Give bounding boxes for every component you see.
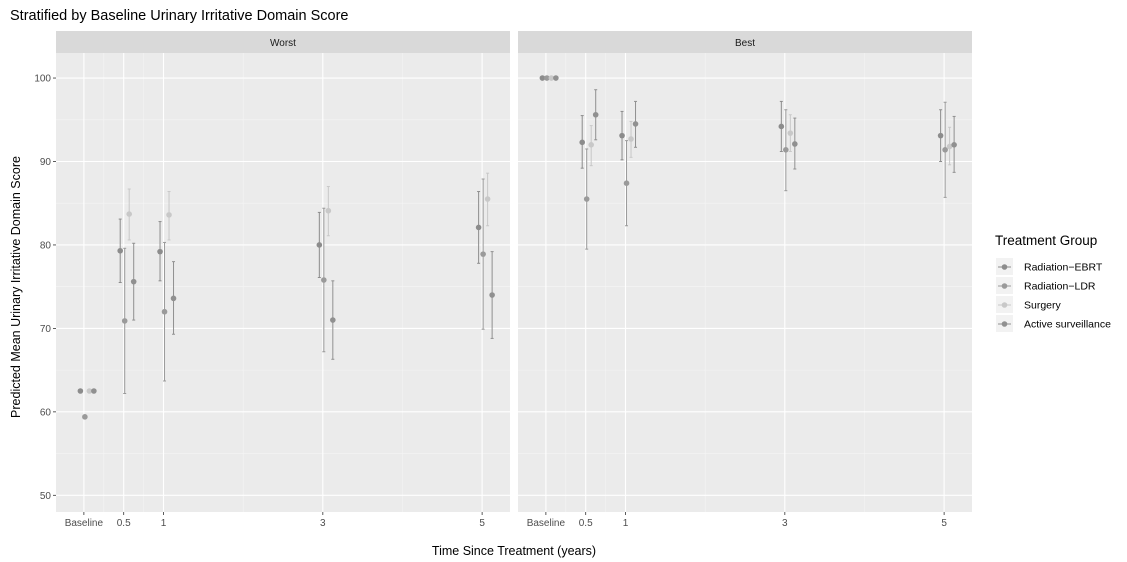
legend-label: Active surveillance <box>1024 319 1111 331</box>
data-point <box>628 136 634 142</box>
legend-key-point <box>1001 321 1008 327</box>
series-radiation-ebrt <box>539 75 944 169</box>
x-tick-label: 1 <box>161 518 167 529</box>
legend-key-point <box>1001 283 1008 289</box>
data-point <box>157 248 163 255</box>
data-point <box>117 247 124 254</box>
data-point <box>548 75 555 81</box>
series-active-surveillance <box>91 242 495 394</box>
data-point <box>588 142 595 148</box>
facet-strip <box>56 31 510 53</box>
legend-item: Surgery <box>996 296 1062 313</box>
y-tick-label: 90 <box>40 157 52 168</box>
panel-worst: Worst Baseline 0.5 1 3 5 50 60 70 80 90 100 <box>34 31 510 529</box>
data-point <box>126 211 133 217</box>
series-radiation-ebrt <box>77 191 482 394</box>
y-tick-label: 100 <box>34 74 51 85</box>
data-point <box>539 75 546 81</box>
data-point <box>77 388 84 394</box>
legend-title: Treatment Group <box>995 233 1097 248</box>
x-tick-label: 3 <box>782 518 788 529</box>
x-tick-label: 5 <box>941 518 947 529</box>
data-point <box>946 143 953 150</box>
data-point <box>130 278 137 285</box>
data-point <box>489 292 495 298</box>
data-point <box>579 139 586 146</box>
data-point <box>170 295 177 302</box>
legend-key-point <box>1001 302 1008 308</box>
y-tick-label: 60 <box>40 407 52 418</box>
data-point <box>82 414 88 420</box>
y-tick-label: 70 <box>40 324 52 335</box>
data-point <box>937 132 944 139</box>
x-tick-label: 3 <box>320 518 326 529</box>
data-point <box>783 147 789 153</box>
data-point <box>121 318 128 324</box>
data-point <box>619 132 625 139</box>
data-point <box>778 123 785 130</box>
data-point <box>86 388 93 394</box>
legend-key-point <box>1001 264 1008 270</box>
data-point <box>623 180 630 186</box>
x-tick-label: Baseline <box>65 518 104 529</box>
panel-background <box>518 53 972 512</box>
y-tick-label: 80 <box>40 240 52 251</box>
data-point <box>792 141 798 147</box>
legend-item: Active surveillance <box>996 315 1111 332</box>
data-point <box>91 388 97 394</box>
legend-label: Radiation−LDR <box>1024 281 1096 293</box>
data-point <box>583 196 590 202</box>
x-tick-label: Baseline <box>527 518 566 529</box>
facet-strip-label: Worst <box>270 38 296 49</box>
x-tick-label: 1 <box>623 518 629 529</box>
x-tick-label: 0.5 <box>579 518 593 529</box>
data-point <box>480 251 486 257</box>
legend-label: Surgery <box>1024 300 1062 312</box>
panel-best: Best Baseline 0.5 1 3 5 <box>518 31 972 529</box>
data-point <box>553 75 559 81</box>
facet-strip-label: Best <box>735 38 755 49</box>
legend-label: Radiation−EBRT <box>1024 262 1103 274</box>
x-tick-label: 5 <box>479 518 485 529</box>
data-point <box>321 277 327 283</box>
chart-title: Stratified by Baseline Urinary Irritativ… <box>10 8 348 24</box>
series-surgery <box>548 75 953 167</box>
series-active-surveillance <box>553 75 957 173</box>
data-point <box>330 317 336 323</box>
y-tick-label: 50 <box>40 491 52 502</box>
series-radiation-ldr <box>82 178 486 420</box>
data-point <box>787 130 794 136</box>
x-axis-label: Time Since Treatment (years) <box>432 544 596 558</box>
x-tick-label: 0.5 <box>117 518 131 529</box>
legend: Treatment Group Radiation−EBRT Radiation−… <box>995 233 1111 332</box>
data-point <box>942 147 948 153</box>
data-point <box>592 111 599 118</box>
data-point <box>544 75 550 81</box>
data-point <box>632 121 639 127</box>
data-point <box>951 142 957 148</box>
data-point <box>161 308 168 315</box>
facet-strip <box>518 31 972 53</box>
data-point <box>325 207 332 214</box>
series-radiation-ldr <box>544 75 948 250</box>
chart-panels: Worst Baseline 0.5 1 3 5 50 60 70 80 90 100 Best Base… <box>34 31 972 529</box>
data-point <box>484 196 491 202</box>
y-axis-label: Predicted Mean Urinary Irritative Domain… <box>9 156 23 418</box>
data-point <box>166 212 172 218</box>
data-point <box>475 224 482 231</box>
data-point <box>316 242 323 248</box>
legend-item: Radiation−EBRT <box>996 258 1103 275</box>
series-surgery <box>86 172 491 394</box>
legend-item: Radiation−LDR <box>996 277 1096 294</box>
